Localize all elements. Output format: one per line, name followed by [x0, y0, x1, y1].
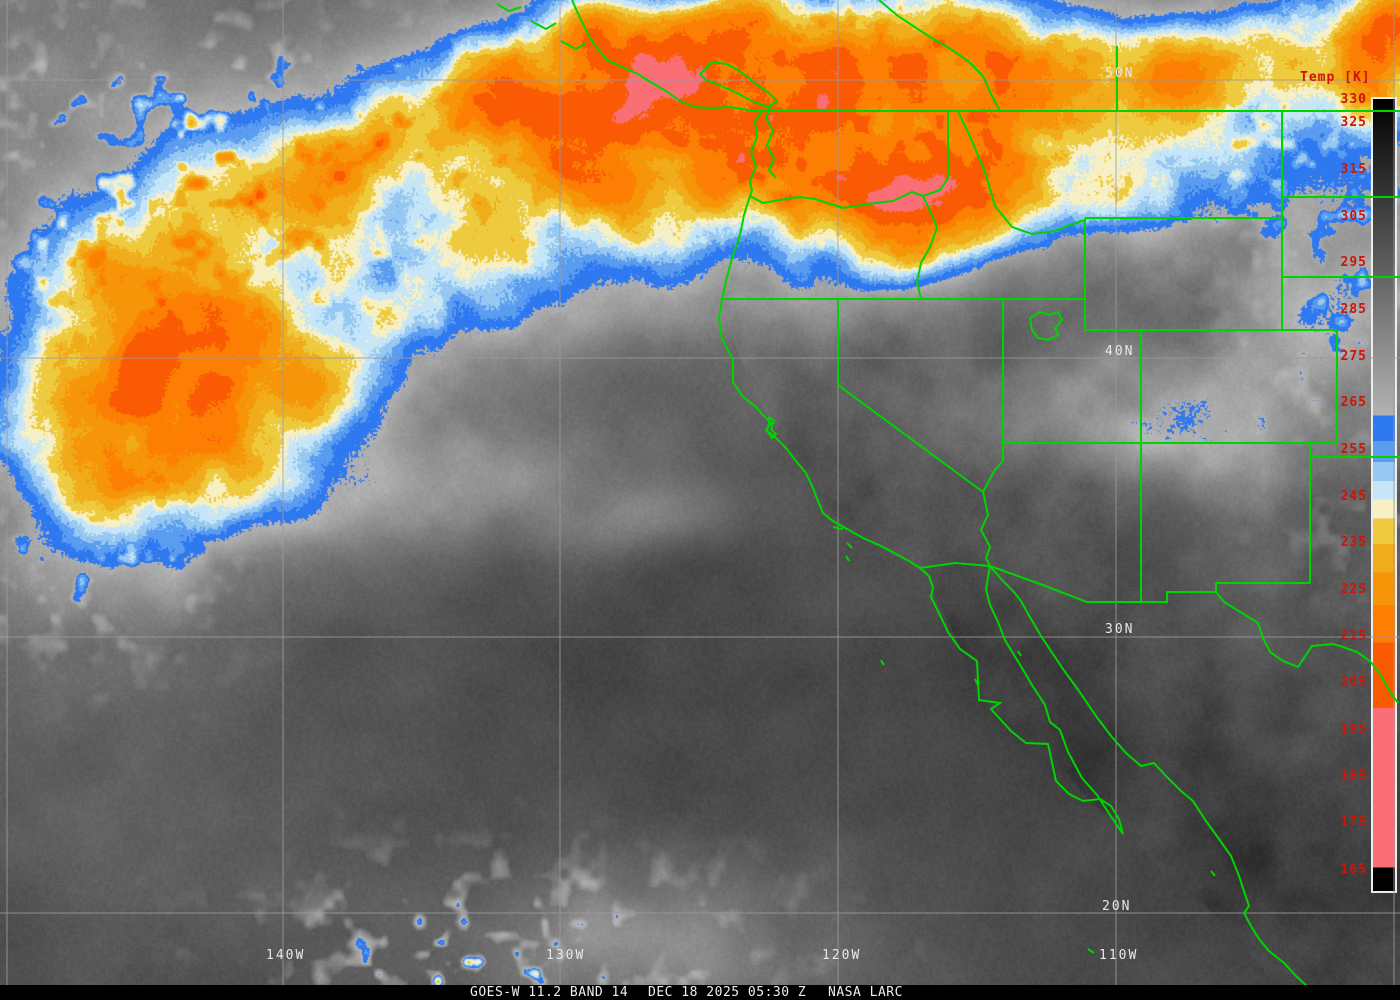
- colorbar-tick-label: 265: [1340, 395, 1367, 410]
- colorbar-title: Temp [K]: [1300, 70, 1371, 85]
- caption-source: NASA LARC: [828, 985, 903, 1000]
- colorbar-tick-label: 305: [1340, 209, 1367, 224]
- colorbar-tick-label: 285: [1340, 302, 1367, 317]
- colorbar-tick-label: 330: [1340, 92, 1367, 107]
- latitude-label: 20N: [1102, 899, 1132, 914]
- caption-instrument: GOES-W 11.2 BAND 14: [470, 985, 629, 1000]
- latitude-label: 30N: [1105, 622, 1135, 637]
- colorbar: [1371, 97, 1397, 893]
- caption-datetime: DEC 18 2025 05:30 Z: [648, 985, 807, 1000]
- colorbar-tick-label: 255: [1340, 442, 1367, 457]
- colorbar-tick-label: 165: [1340, 862, 1367, 877]
- longitude-label: 130W: [546, 948, 586, 963]
- colorbar-tick-label: 325: [1340, 115, 1367, 130]
- caption-bar: GOES-W 11.2 BAND 14 DEC 18 2025 05:30 Z …: [0, 985, 1400, 1000]
- longitude-label: 140W: [266, 948, 306, 963]
- colorbar-gradient: [1373, 99, 1395, 891]
- colorbar-tick-label: 315: [1340, 162, 1367, 177]
- colorbar-tick-label: 295: [1340, 255, 1367, 270]
- longitude-label: 120W: [822, 948, 862, 963]
- latitude-label: 50N: [1105, 66, 1135, 81]
- colorbar-tick-label: 225: [1340, 582, 1367, 597]
- colorbar-tick-label: 235: [1340, 535, 1367, 550]
- colorbar-tick-label: 275: [1340, 349, 1367, 364]
- colorbar-tick-label: 205: [1340, 675, 1367, 690]
- colorbar-tick-label: 215: [1340, 629, 1367, 644]
- colorbar-tick-label: 185: [1340, 769, 1367, 784]
- colorbar-tick-label: 245: [1340, 489, 1367, 504]
- latitude-label: 40N: [1105, 344, 1135, 359]
- longitude-label: 110W: [1099, 948, 1139, 963]
- colorbar-tick-label: 195: [1340, 722, 1367, 737]
- colorbar-tick-label: 175: [1340, 815, 1367, 830]
